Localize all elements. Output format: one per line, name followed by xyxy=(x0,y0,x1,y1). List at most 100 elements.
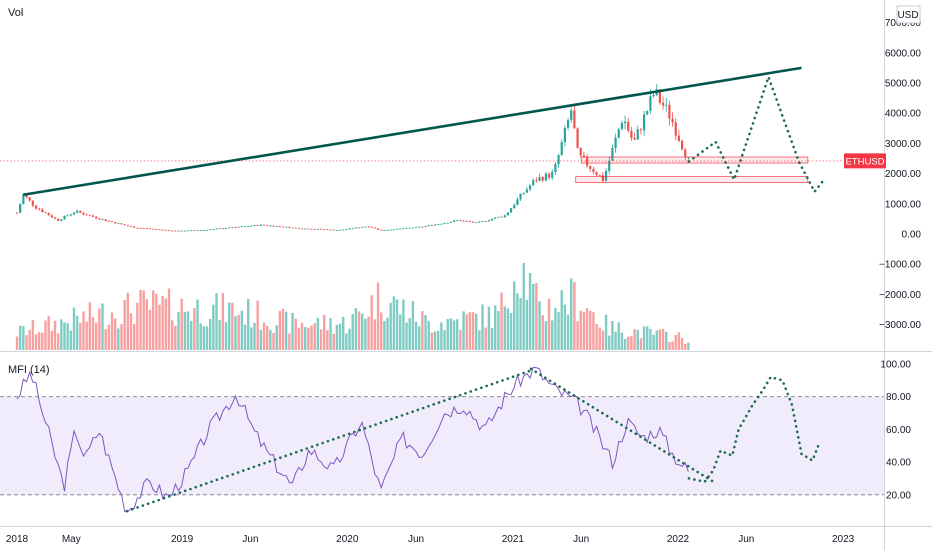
candle-body xyxy=(402,228,405,230)
volume-bar xyxy=(611,321,614,350)
candle-body xyxy=(677,135,681,141)
candle-body xyxy=(101,219,104,221)
candle-body xyxy=(110,221,114,223)
volume-bar xyxy=(180,298,183,350)
candle-body xyxy=(41,209,44,213)
volume-bar xyxy=(164,298,168,350)
volume-bar xyxy=(589,310,592,350)
volume-bar xyxy=(15,336,19,350)
volume-bar xyxy=(322,314,326,350)
candle-body xyxy=(627,121,630,131)
candle-body xyxy=(633,138,636,140)
volume-bar xyxy=(386,317,389,350)
volume-bar xyxy=(661,328,665,350)
volume-bar xyxy=(329,318,332,350)
volume-bar xyxy=(433,331,437,350)
volume-bar xyxy=(136,302,139,350)
candle-body xyxy=(193,230,196,232)
volume-bar xyxy=(148,309,152,350)
volume-bar xyxy=(104,329,107,350)
candle-body xyxy=(617,129,620,138)
volume-bar xyxy=(513,281,516,350)
volume-bar xyxy=(655,330,658,350)
candle-body xyxy=(275,226,278,228)
volume-bar xyxy=(126,292,130,350)
candle-body xyxy=(85,214,88,216)
volume-bar xyxy=(376,282,380,350)
candle-body xyxy=(554,164,557,173)
candle-body xyxy=(259,224,262,226)
candle-body xyxy=(576,128,579,148)
volume-bar xyxy=(313,323,316,350)
candle-body xyxy=(351,228,354,230)
volume-bar xyxy=(354,308,358,350)
volume-bar xyxy=(186,311,190,350)
volume-bar xyxy=(443,329,446,350)
candle-body xyxy=(601,175,604,181)
candle-body xyxy=(395,228,399,230)
candle-body xyxy=(148,228,152,230)
volume-bar xyxy=(98,308,101,350)
candle-body xyxy=(449,221,452,223)
volume-bar xyxy=(199,323,202,350)
candle-body xyxy=(592,168,595,173)
candle-body xyxy=(313,229,316,230)
volume-bar xyxy=(66,323,69,350)
price-projection[interactable] xyxy=(687,73,826,195)
candle-body xyxy=(95,216,98,219)
candle-body xyxy=(487,220,490,222)
mfi-pane[interactable] xyxy=(0,366,884,513)
price-axis-tick: −2000.00 xyxy=(879,290,921,301)
candle-body xyxy=(471,221,475,223)
volume-bar xyxy=(91,317,95,350)
volume-bar xyxy=(414,321,418,350)
candle-body xyxy=(240,226,243,228)
candle-body xyxy=(585,157,589,166)
volume-bar xyxy=(158,304,161,350)
volume-bar xyxy=(585,308,589,350)
price-axis-tick: 1000.00 xyxy=(885,199,922,210)
volume-bar xyxy=(639,338,643,350)
mfi-rising-trendline[interactable] xyxy=(125,369,533,513)
volume-bar xyxy=(646,326,649,350)
candle-body xyxy=(364,226,367,228)
candle-body xyxy=(310,228,313,230)
candle-body xyxy=(228,227,231,229)
volume-bar xyxy=(500,292,503,350)
candle-body xyxy=(76,210,79,213)
volume-bar xyxy=(110,312,114,350)
currency-button[interactable] xyxy=(896,5,921,24)
volume-bar xyxy=(300,322,304,350)
candle-body xyxy=(452,220,456,222)
candle-body xyxy=(272,225,275,227)
candle-body xyxy=(66,215,69,217)
volume-bar xyxy=(60,319,63,350)
volume-bar xyxy=(642,326,646,350)
candle-body xyxy=(475,222,478,223)
mfi-line xyxy=(16,366,689,513)
candle-body xyxy=(142,228,145,229)
price-pane[interactable] xyxy=(0,66,884,350)
candle-body xyxy=(91,215,95,217)
candle-body xyxy=(620,122,623,130)
mfi-falling-trendline[interactable] xyxy=(529,367,715,484)
volume-bar xyxy=(383,320,386,350)
volume-bar xyxy=(633,329,636,350)
candle-body xyxy=(437,224,440,225)
candle-body xyxy=(186,230,190,232)
volume-bar xyxy=(617,322,620,350)
volume-bar xyxy=(525,299,529,350)
volume-bar xyxy=(560,290,563,350)
candle-body xyxy=(357,227,361,229)
volume-bar xyxy=(392,296,396,350)
mfi-projection[interactable] xyxy=(687,375,821,484)
volume-bar xyxy=(668,341,671,350)
candle-body xyxy=(278,226,281,228)
candle-body xyxy=(316,228,319,230)
candle-body xyxy=(319,228,323,230)
candle-body xyxy=(392,229,395,231)
price-trendline[interactable] xyxy=(23,66,802,197)
candle-body xyxy=(560,142,563,156)
